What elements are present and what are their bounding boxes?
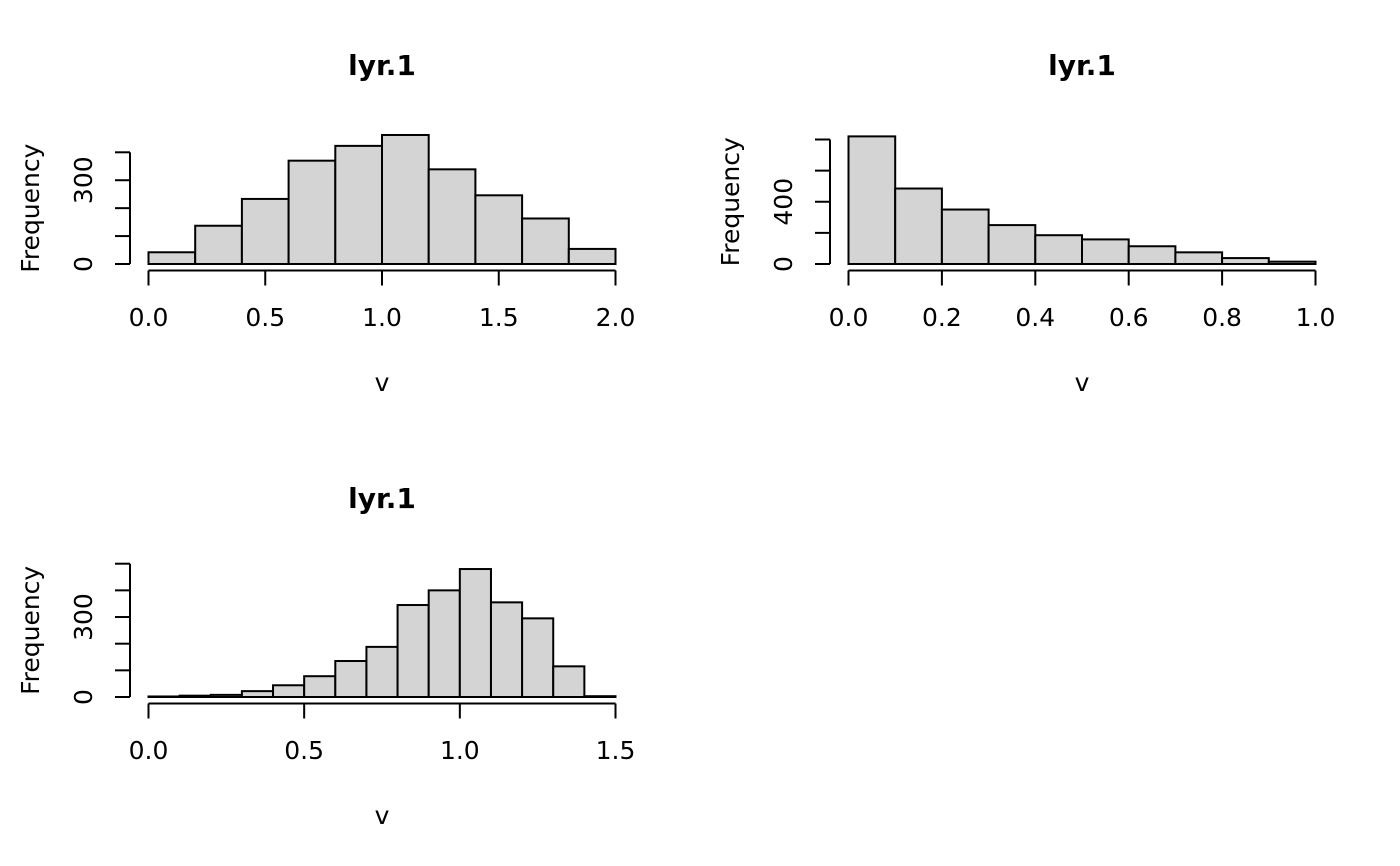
y-tick-label: 0 xyxy=(69,256,98,272)
histogram-panel-top-right: 0 400 0.0 0.2 0.4 0.6 0.8 1.0 lyr.1 v Frequency xyxy=(700,0,1400,433)
histogram-top-right: 0 400 0.0 0.2 0.4 0.6 0.8 1.0 lyr.1 v Frequency xyxy=(716,49,1336,397)
histogram-bar xyxy=(847,135,897,265)
histogram-bar xyxy=(240,197,290,265)
y-axis xyxy=(115,151,131,265)
x-tick-label: 0.6 xyxy=(1109,303,1149,332)
y-axis-label: Frequency xyxy=(16,566,45,695)
y-axis xyxy=(115,562,131,698)
histogram-bar xyxy=(521,617,555,698)
histogram-bars xyxy=(147,133,617,266)
histogram-panel-top-left: 0 300 0.0 0.5 1.0 1.5 2.0 lyr.1 v Frequency xyxy=(0,0,700,433)
x-tick-label: 1.0 xyxy=(362,303,402,332)
histogram-bars xyxy=(147,568,617,699)
histogram-bar xyxy=(287,159,337,266)
x-tick-label: 0.4 xyxy=(1015,303,1055,332)
histogram-panel-bottom-left: 0 300 0.0 0.5 1.0 1.5 lyr.1 v Frequency xyxy=(0,433,700,866)
histogram-bar xyxy=(194,224,243,266)
y-tick-label: 0 xyxy=(69,689,98,705)
x-tick-label: 1.5 xyxy=(479,303,519,332)
histogram-bar xyxy=(1267,260,1317,265)
histogram-bar xyxy=(381,133,430,265)
x-axis xyxy=(847,269,1317,286)
x-tick-label: 1.5 xyxy=(596,736,636,765)
x-tick-label: 0.2 xyxy=(922,303,962,332)
y-tick-label: 0 xyxy=(769,256,798,272)
histogram-bar xyxy=(427,589,461,698)
x-tick-label: 1.0 xyxy=(440,736,480,765)
histogram-bar xyxy=(1034,234,1083,266)
x-tick-label: 2.0 xyxy=(596,303,636,332)
x-tick-label: 1.0 xyxy=(1296,303,1336,332)
x-axis-label: v xyxy=(375,801,390,830)
histogram-bar xyxy=(396,604,430,698)
histogram-bar xyxy=(1221,257,1270,265)
histogram-bar xyxy=(1127,245,1177,265)
empty-panel xyxy=(700,433,1400,866)
histogram-bar xyxy=(474,194,524,266)
x-tick-label: 0.8 xyxy=(1202,303,1242,332)
x-axis-label: v xyxy=(1075,368,1090,397)
x-axis xyxy=(147,702,617,719)
histogram-bar xyxy=(1174,251,1224,265)
histogram-bar xyxy=(272,684,306,699)
x-axis-label: v xyxy=(375,368,390,397)
histogram-bar xyxy=(209,693,243,698)
chart-title: lyr.1 xyxy=(348,49,416,82)
histogram-bar xyxy=(1081,238,1130,266)
y-tick-label: 300 xyxy=(69,156,98,204)
histogram-bar xyxy=(583,695,617,698)
histogram-bar xyxy=(178,694,212,698)
y-tick-label: 300 xyxy=(69,593,98,641)
histogram-bar xyxy=(987,224,1037,265)
histogram-bar xyxy=(552,665,586,699)
histogram-bottom-left: 0 300 0.0 0.5 1.0 1.5 lyr.1 v Frequency xyxy=(16,482,636,830)
y-tick-label: 400 xyxy=(769,178,798,226)
y-axis xyxy=(815,138,831,265)
histogram-bar xyxy=(567,247,617,266)
x-tick-label: 0.5 xyxy=(245,303,285,332)
x-axis xyxy=(147,269,617,286)
histogram-bars xyxy=(847,135,1317,266)
histogram-bar xyxy=(334,660,368,699)
histogram-bar xyxy=(940,208,990,265)
histogram-bar xyxy=(303,675,337,698)
histogram-bar xyxy=(894,187,943,266)
chart-title: lyr.1 xyxy=(348,482,416,515)
x-tick-label: 0.0 xyxy=(829,303,869,332)
chart-title: lyr.1 xyxy=(1048,49,1116,82)
histogram-bar xyxy=(147,695,181,698)
histogram-bar xyxy=(489,601,524,698)
y-axis-label: Frequency xyxy=(716,137,745,266)
x-tick-label: 0.5 xyxy=(284,736,324,765)
histogram-top-left: 0 300 0.0 0.5 1.0 1.5 2.0 lyr.1 v Frequency xyxy=(16,49,636,397)
histogram-bar xyxy=(334,144,383,265)
y-axis-label: Frequency xyxy=(16,143,45,272)
histogram-bar xyxy=(240,690,275,698)
histogram-bar xyxy=(521,217,570,266)
histogram-bar xyxy=(427,168,477,265)
x-tick-label: 0.0 xyxy=(129,303,169,332)
histogram-bar xyxy=(365,645,399,698)
histogram-bar xyxy=(147,251,197,265)
x-tick-label: 0.0 xyxy=(129,736,169,765)
histogram-bar xyxy=(458,568,492,698)
